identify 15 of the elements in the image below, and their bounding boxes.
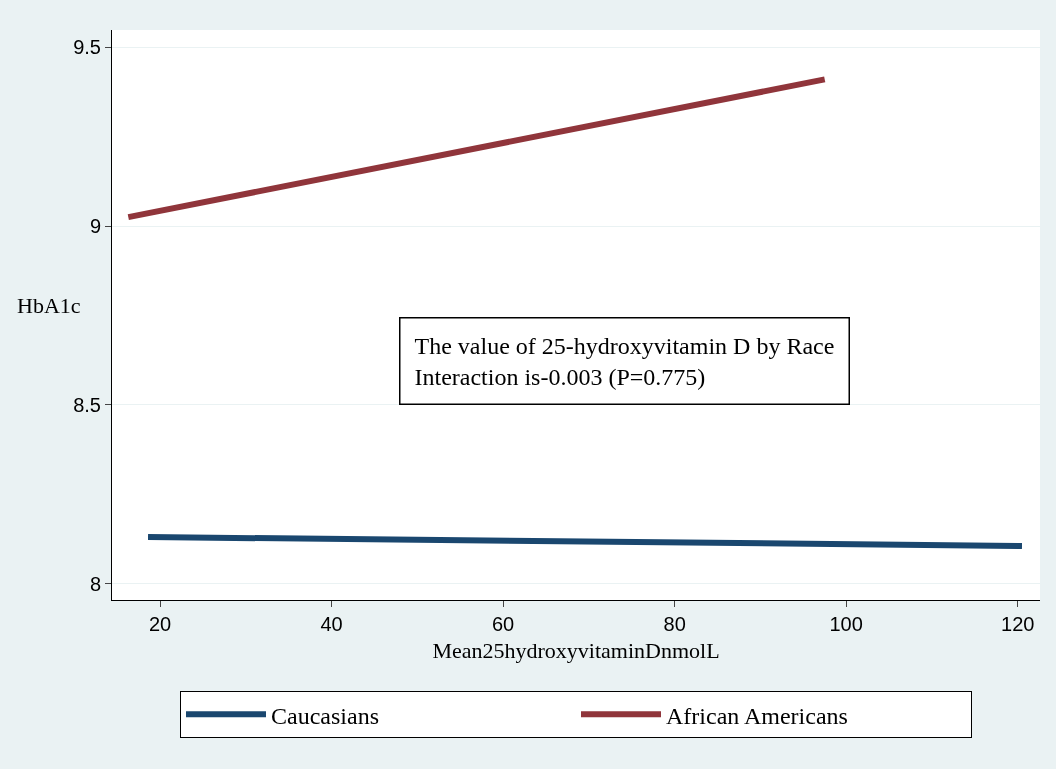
y-tick-label: 8 xyxy=(89,572,101,595)
x-tick-label: 60 xyxy=(491,613,515,635)
x-axis-title: Mean25hydroxyvitaminDnmolL xyxy=(432,637,720,663)
annotation: The value of 25-hydroxyvitamin D by Race Interaction is-0.003 (P=0.775) xyxy=(414,332,835,390)
x-tick-label: 80 xyxy=(663,613,686,635)
legend-label: Caucasians xyxy=(271,702,379,729)
y-tick-label: 9.5 xyxy=(73,36,101,59)
x-tick-label: 40 xyxy=(320,613,343,635)
x-tick-label: 20 xyxy=(148,613,172,635)
y-axis-title: HbA1c xyxy=(17,293,81,318)
legend-label: African Americans xyxy=(666,702,848,729)
x-tick-label: 120 xyxy=(1001,613,1035,635)
x-tick-label: 100 xyxy=(829,613,863,635)
y-tick-label: 9 xyxy=(89,215,101,238)
y-tick-label: 8.5 xyxy=(73,393,101,416)
